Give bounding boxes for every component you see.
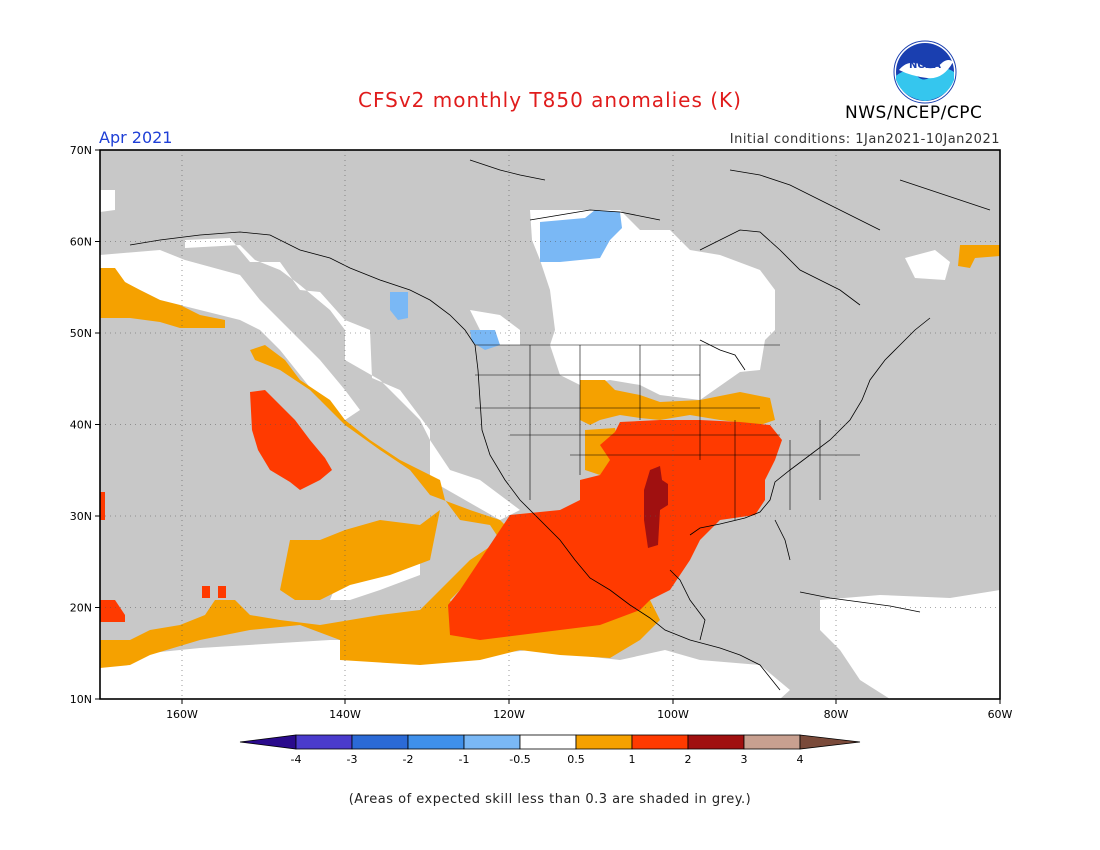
gridlines — [100, 150, 1000, 699]
colorbar-label: -4 — [291, 753, 302, 766]
colorbar-bin — [407, 734, 465, 750]
lon-label-140w: 140W — [329, 708, 361, 721]
forecast-period: Apr 2021 — [99, 128, 173, 147]
skill-note: (Areas of expected skill less than 0.3 a… — [348, 792, 752, 807]
anomaly-1-2-areas — [100, 390, 782, 640]
colorbar-label: 3 — [741, 753, 748, 766]
map-title: CFSv2 monthly T850 anomalies (K) — [358, 88, 742, 112]
lat-label-60n: 60N — [70, 236, 92, 249]
colorbar-bin — [687, 734, 745, 750]
lon-label-120w: 120W — [493, 708, 525, 721]
colorbar-arrow-low — [239, 734, 297, 750]
colorbar-label: 1 — [629, 753, 636, 766]
lon-label-60w: 60W — [988, 708, 1013, 721]
colorbar-bin — [463, 734, 521, 750]
axis-ticks — [95, 149, 1001, 704]
lat-label-50n: 50N — [70, 327, 92, 340]
lat-label-10n: 10N — [70, 693, 92, 706]
colorbar-labels: -4 -3 -2 -1 -0.5 0.5 1 2 3 4 — [291, 753, 804, 766]
noaa-logo-icon: NOAA — [893, 40, 957, 104]
colorbar-bin — [295, 734, 353, 750]
colorbar-bin — [519, 734, 577, 750]
colorbar-label: -2 — [403, 753, 414, 766]
anomaly-2-3-area — [644, 466, 668, 548]
lat-label-30n: 30N — [70, 510, 92, 523]
map-field — [100, 150, 1000, 699]
lon-label-80w: 80W — [824, 708, 849, 721]
noaa-logo-text: NOAA — [909, 60, 941, 71]
colorbar-label: 4 — [797, 753, 804, 766]
longitude-labels: 160W 140W 120W 100W 80W 60W — [166, 708, 1012, 721]
initial-conditions: Initial conditions: 1Jan2021-10Jan2021 — [729, 132, 1000, 147]
lon-label-100w: 100W — [657, 708, 689, 721]
colorbar-label: -1 — [459, 753, 470, 766]
colorbar-label: -0.5 — [509, 753, 530, 766]
lat-label-70n: 70N — [70, 144, 92, 157]
colorbar-bin — [351, 734, 409, 750]
colorbar-bin — [743, 734, 801, 750]
colorbar-bin — [575, 734, 633, 750]
colorbar-label: 0.5 — [567, 753, 585, 766]
latitude-labels: 70N 60N 50N 40N 30N 20N 10N — [70, 144, 92, 706]
lat-label-20n: 20N — [70, 602, 92, 615]
state-borders — [475, 344, 860, 520]
colorbar-label: 2 — [685, 753, 692, 766]
organization-label: NWS/NCEP/CPC — [845, 103, 983, 123]
lat-label-40n: 40N — [70, 419, 92, 432]
colorbar-label: -3 — [347, 753, 358, 766]
colorbar-arrow-high — [799, 734, 861, 750]
colorbar — [239, 734, 861, 750]
lon-label-160w: 160W — [166, 708, 198, 721]
colorbar-bin — [631, 734, 689, 750]
